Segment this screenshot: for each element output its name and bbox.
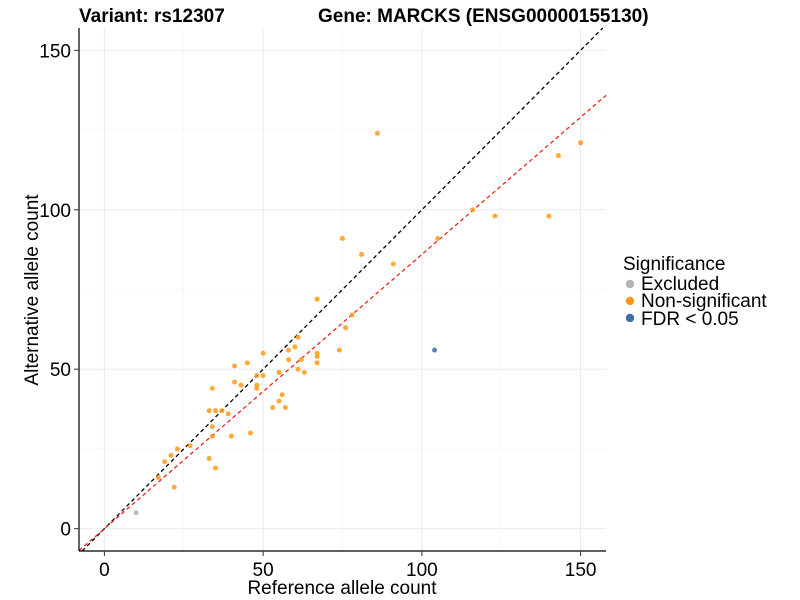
point-non-significant <box>314 296 320 302</box>
point-non-significant <box>260 350 266 356</box>
point-non-significant <box>187 443 193 449</box>
point-non-significant <box>492 213 498 219</box>
data-points <box>133 130 584 516</box>
chart-title-variant: Variant: rs12307 <box>79 6 225 27</box>
point-non-significant <box>470 207 476 213</box>
reference-line-identity <box>81 27 604 552</box>
point-non-significant <box>225 411 231 417</box>
point-non-significant <box>168 452 174 458</box>
y-tick-label: 150 <box>39 41 71 62</box>
point-non-significant <box>238 382 244 388</box>
point-non-significant <box>555 153 561 159</box>
point-non-significant <box>390 261 396 267</box>
point-non-significant <box>359 251 365 257</box>
y-tick-label: 0 <box>60 520 71 541</box>
point-non-significant <box>232 379 238 385</box>
point-non-significant <box>206 408 212 414</box>
point-non-significant <box>282 404 288 410</box>
point-non-significant <box>578 140 584 146</box>
point-non-significant <box>162 459 168 465</box>
x-axis-label: Reference allele count <box>247 578 437 599</box>
point-non-significant <box>254 382 260 388</box>
point-non-significant <box>206 456 212 462</box>
point-non-significant <box>228 433 234 439</box>
y-tick-label: 100 <box>39 201 71 222</box>
point-non-significant <box>349 312 355 318</box>
chart-title-gene: Gene: MARCKS (ENSG00000155130) <box>318 6 649 27</box>
point-non-significant <box>314 360 320 366</box>
point-non-significant <box>219 408 225 414</box>
point-non-significant <box>276 398 282 404</box>
x-tick-label: 100 <box>406 560 438 581</box>
point-non-significant <box>174 446 180 452</box>
point-non-significant <box>298 357 304 363</box>
point-non-significant <box>244 360 250 366</box>
legend-title: Significance <box>623 254 725 275</box>
legend-swatch-excluded <box>625 279 635 289</box>
y-tick-label: 50 <box>50 360 71 381</box>
point-non-significant <box>286 357 292 363</box>
point-non-significant <box>314 353 320 359</box>
legend-label-excluded: Excluded <box>641 274 719 295</box>
point-non-significant <box>213 408 219 414</box>
x-tick-label: 0 <box>99 560 110 581</box>
point-non-significant <box>343 325 349 331</box>
point-non-significant <box>340 235 345 241</box>
legend-label-fdr: FDR < 0.05 <box>641 309 739 330</box>
point-non-significant <box>276 369 282 375</box>
point-non-significant <box>435 235 441 241</box>
point-non-significant <box>336 347 342 353</box>
legend: Significance Excluded Non-significant FD… <box>623 254 767 330</box>
point-non-significant <box>254 373 260 379</box>
point-non-significant <box>213 465 219 471</box>
legend-swatch-fdr <box>625 313 635 323</box>
point-non-significant <box>295 366 301 372</box>
y-axis-label: Alternative allele count <box>22 194 43 386</box>
point-non-significant <box>286 347 292 353</box>
x-tick-label: 50 <box>253 560 274 581</box>
point-non-significant <box>247 430 253 436</box>
x-tick-label: 150 <box>565 560 597 581</box>
point-non-significant <box>232 363 238 369</box>
point-non-significant <box>155 475 161 481</box>
point-non-significant <box>374 130 380 136</box>
point-non-significant <box>171 484 177 490</box>
axes: 0 50 100 150 0 50 100 150 <box>39 28 606 581</box>
point-non-significant <box>270 404 276 410</box>
point-non-significant <box>209 424 215 430</box>
point-non-significant <box>279 392 285 398</box>
point-non-significant <box>292 344 298 350</box>
point-non-significant <box>209 433 215 439</box>
point-non-significant <box>295 334 301 340</box>
grid <box>79 28 606 551</box>
reference-lines <box>78 27 607 552</box>
point-fdr-0-05 <box>432 347 438 353</box>
point-non-significant <box>546 213 552 219</box>
point-non-significant <box>301 369 307 375</box>
point-excluded <box>133 510 139 516</box>
legend-swatch-non-significant <box>625 296 635 306</box>
point-non-significant <box>260 373 266 379</box>
legend-label-non-significant: Non-significant <box>641 291 767 312</box>
point-non-significant <box>209 385 215 391</box>
